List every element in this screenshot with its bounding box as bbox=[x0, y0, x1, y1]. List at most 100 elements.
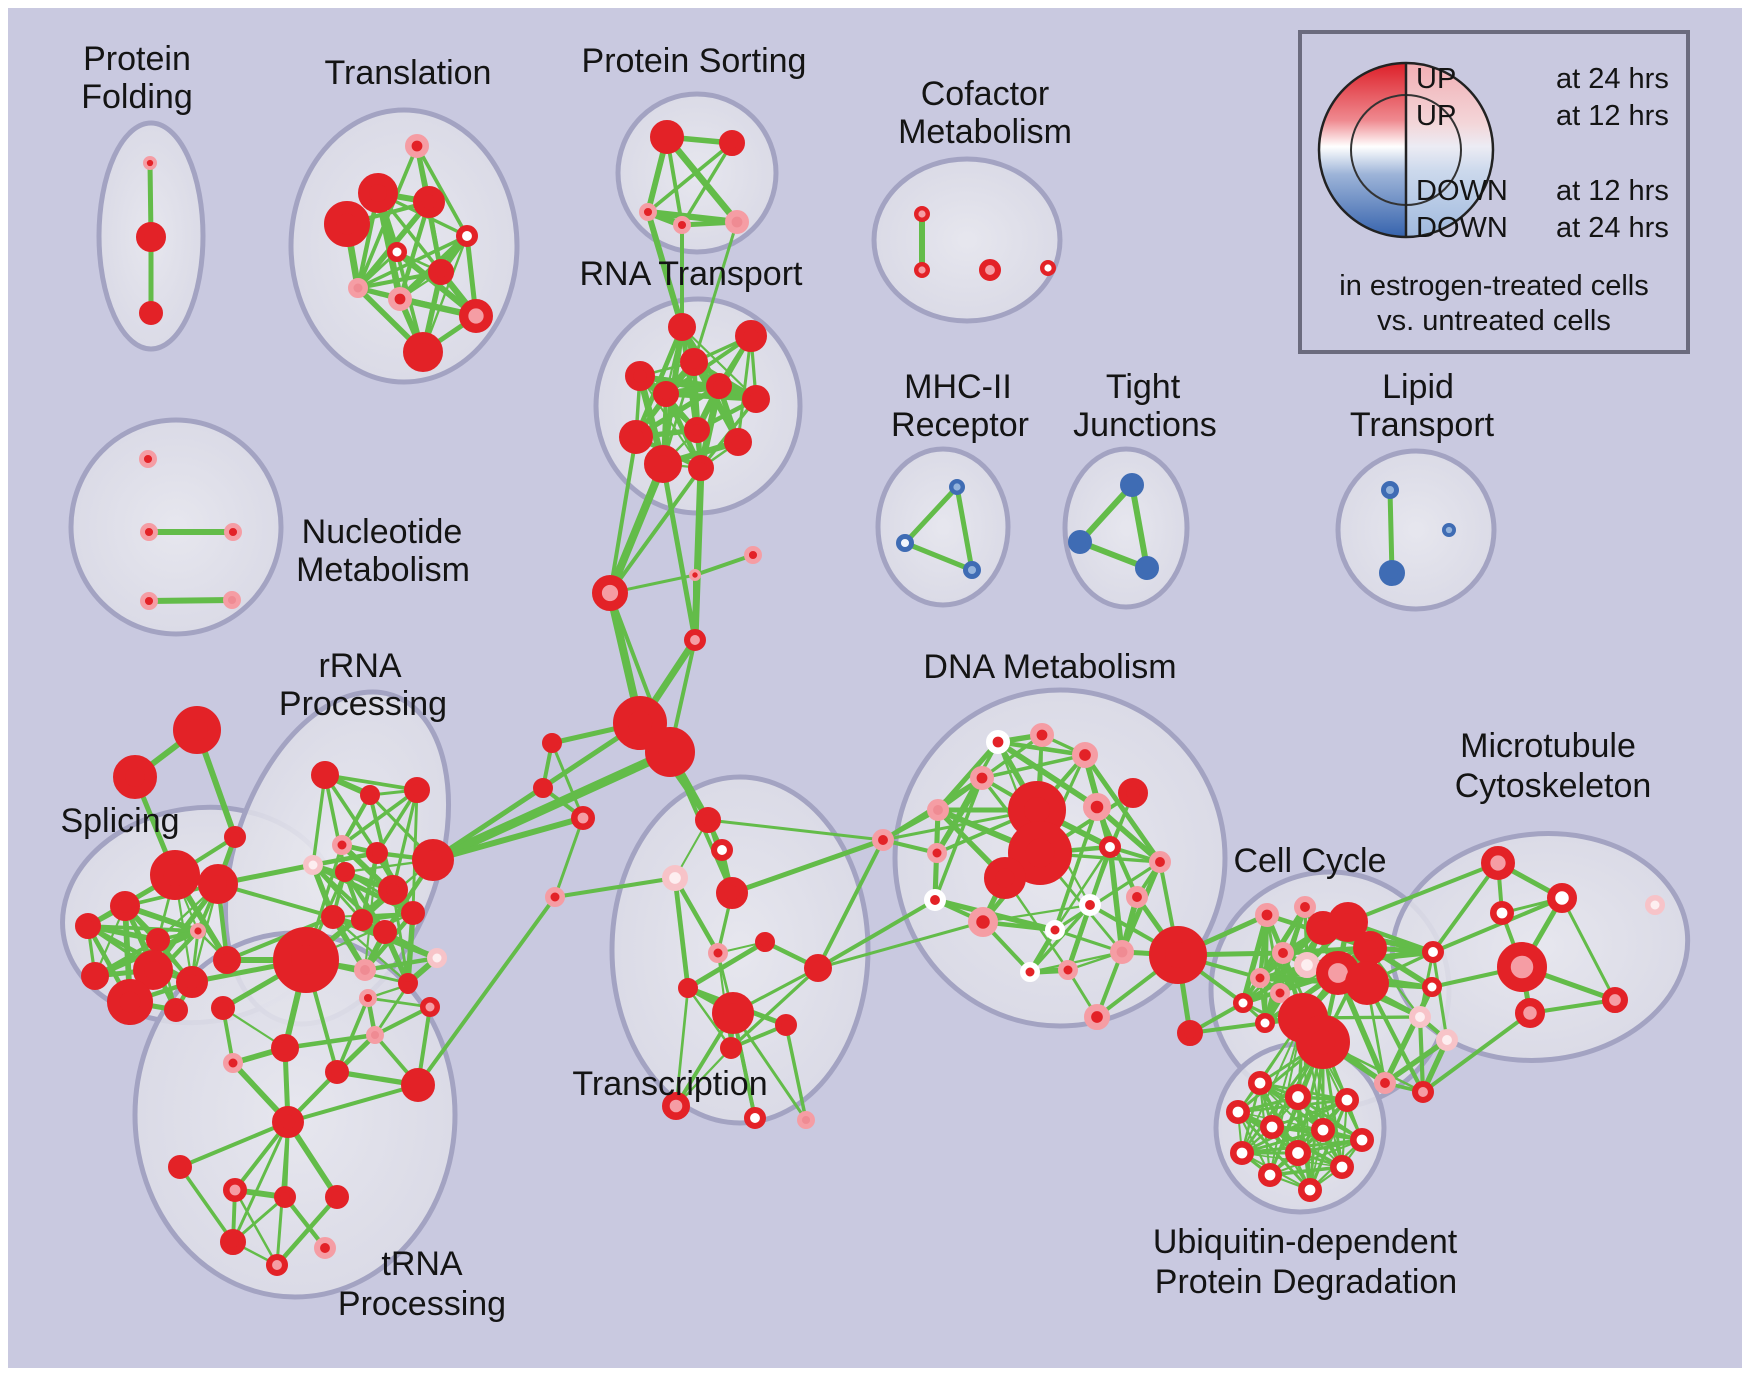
gene-node bbox=[612, 695, 667, 750]
gene-node bbox=[542, 733, 562, 753]
network-edge bbox=[1421, 1011, 1532, 1094]
gene-node bbox=[1099, 836, 1122, 859]
network-edge bbox=[1129, 482, 1150, 571]
network-edge bbox=[954, 484, 975, 573]
cluster-label-cofactor: Metabolism bbox=[898, 113, 1072, 151]
gene-node bbox=[311, 760, 340, 789]
gene-node bbox=[403, 332, 443, 372]
gene-node bbox=[724, 210, 749, 235]
gene-node bbox=[1645, 895, 1665, 915]
gene-node bbox=[324, 200, 371, 247]
network-edge bbox=[340, 788, 419, 847]
gene-node bbox=[1436, 1029, 1459, 1052]
cluster-label-protein_folding: Protein bbox=[83, 40, 191, 78]
gene-node bbox=[324, 1185, 349, 1210]
network-edge bbox=[1431, 861, 1500, 954]
gene-node bbox=[1176, 1020, 1203, 1047]
cluster-label-lipid_transport: Transport bbox=[1350, 406, 1495, 444]
gene-node bbox=[303, 855, 323, 875]
network-edge bbox=[225, 915, 335, 962]
gene-node bbox=[324, 1060, 349, 1085]
network-edge bbox=[902, 540, 975, 573]
gene-node bbox=[962, 560, 981, 579]
legend-time-label: at 12 hrs bbox=[1556, 100, 1669, 132]
gene-node bbox=[1328, 902, 1368, 942]
gene-node bbox=[1293, 952, 1320, 979]
gene-node bbox=[1490, 900, 1515, 925]
gene-node bbox=[1353, 930, 1388, 965]
gene-node bbox=[735, 319, 768, 352]
gene-node bbox=[744, 1107, 767, 1130]
gene-node bbox=[400, 1068, 435, 1103]
gene-node bbox=[720, 1037, 743, 1060]
cluster-tight_junctions bbox=[1068, 472, 1160, 580]
gene-node bbox=[332, 835, 352, 855]
network-edge bbox=[1268, 1165, 1344, 1177]
gene-node bbox=[358, 173, 398, 213]
network-edge bbox=[553, 876, 677, 899]
legend-gradient-left bbox=[1319, 63, 1406, 237]
cluster-label-rrna: rRNA bbox=[318, 647, 401, 685]
gene-node bbox=[219, 1228, 246, 1255]
gene-node bbox=[638, 203, 657, 222]
legend-state-label: UP bbox=[1416, 100, 1456, 132]
legend-state-label: DOWN bbox=[1416, 175, 1508, 207]
network-edge bbox=[902, 484, 960, 546]
gene-node bbox=[273, 927, 340, 994]
network-edge bbox=[550, 741, 585, 820]
gene-node bbox=[427, 948, 447, 968]
gene-node bbox=[672, 216, 691, 235]
gene-node bbox=[223, 1178, 248, 1203]
gene-node bbox=[716, 877, 749, 910]
gene-node bbox=[140, 522, 159, 541]
gene-node bbox=[412, 185, 445, 218]
gene-node bbox=[1248, 1071, 1273, 1096]
gene-node bbox=[711, 839, 734, 862]
gene-node bbox=[1272, 942, 1295, 965]
network-edge bbox=[1240, 1098, 1349, 1155]
cluster-label-dna: DNA Metabolism bbox=[923, 648, 1176, 686]
gene-node bbox=[1233, 993, 1253, 1013]
cluster-label-mhc: Receptor bbox=[891, 406, 1029, 444]
gene-node bbox=[1120, 472, 1145, 497]
gene-node bbox=[755, 932, 775, 952]
gene-node bbox=[684, 629, 707, 652]
network-edge bbox=[233, 1188, 279, 1267]
gene-node bbox=[265, 1254, 288, 1277]
cluster-label-ubiquitin: Ubiquitin-dependent bbox=[1153, 1223, 1458, 1261]
gene-node bbox=[688, 455, 715, 482]
gene-node bbox=[708, 943, 728, 963]
cluster-transcription bbox=[661, 807, 832, 1130]
gene-node bbox=[1380, 481, 1399, 500]
gene-node bbox=[1071, 742, 1098, 769]
gene-node bbox=[1422, 941, 1445, 964]
gene-node bbox=[1020, 962, 1040, 982]
gene-node bbox=[1442, 522, 1457, 537]
gene-node bbox=[189, 923, 206, 940]
gene-node bbox=[625, 361, 655, 391]
gene-node bbox=[1135, 555, 1160, 580]
gene-node bbox=[706, 373, 733, 400]
gene-node bbox=[743, 545, 762, 564]
gene-node bbox=[133, 950, 173, 990]
network-edge bbox=[1082, 752, 1163, 865]
gene-node bbox=[366, 1025, 385, 1044]
network-edge bbox=[274, 1194, 340, 1268]
network-edge bbox=[331, 915, 410, 985]
cluster-translation bbox=[324, 134, 493, 372]
network-edge bbox=[685, 939, 768, 991]
gene-node bbox=[168, 1155, 193, 1180]
gene-node bbox=[1350, 1128, 1375, 1153]
node-layer bbox=[74, 120, 1665, 1277]
gene-node bbox=[1007, 820, 1072, 885]
gene-node bbox=[1422, 977, 1442, 997]
cluster-label-ubiquitin: Protein Degradation bbox=[1155, 1263, 1457, 1301]
gene-node bbox=[411, 839, 454, 882]
network-edge bbox=[644, 208, 741, 226]
cluster-label-microtubule: Cytoskeleton bbox=[1455, 767, 1652, 805]
cluster-protein_folding bbox=[136, 156, 166, 325]
gene-node bbox=[914, 262, 931, 279]
gene-node bbox=[969, 765, 994, 790]
gene-node bbox=[273, 1186, 296, 1209]
